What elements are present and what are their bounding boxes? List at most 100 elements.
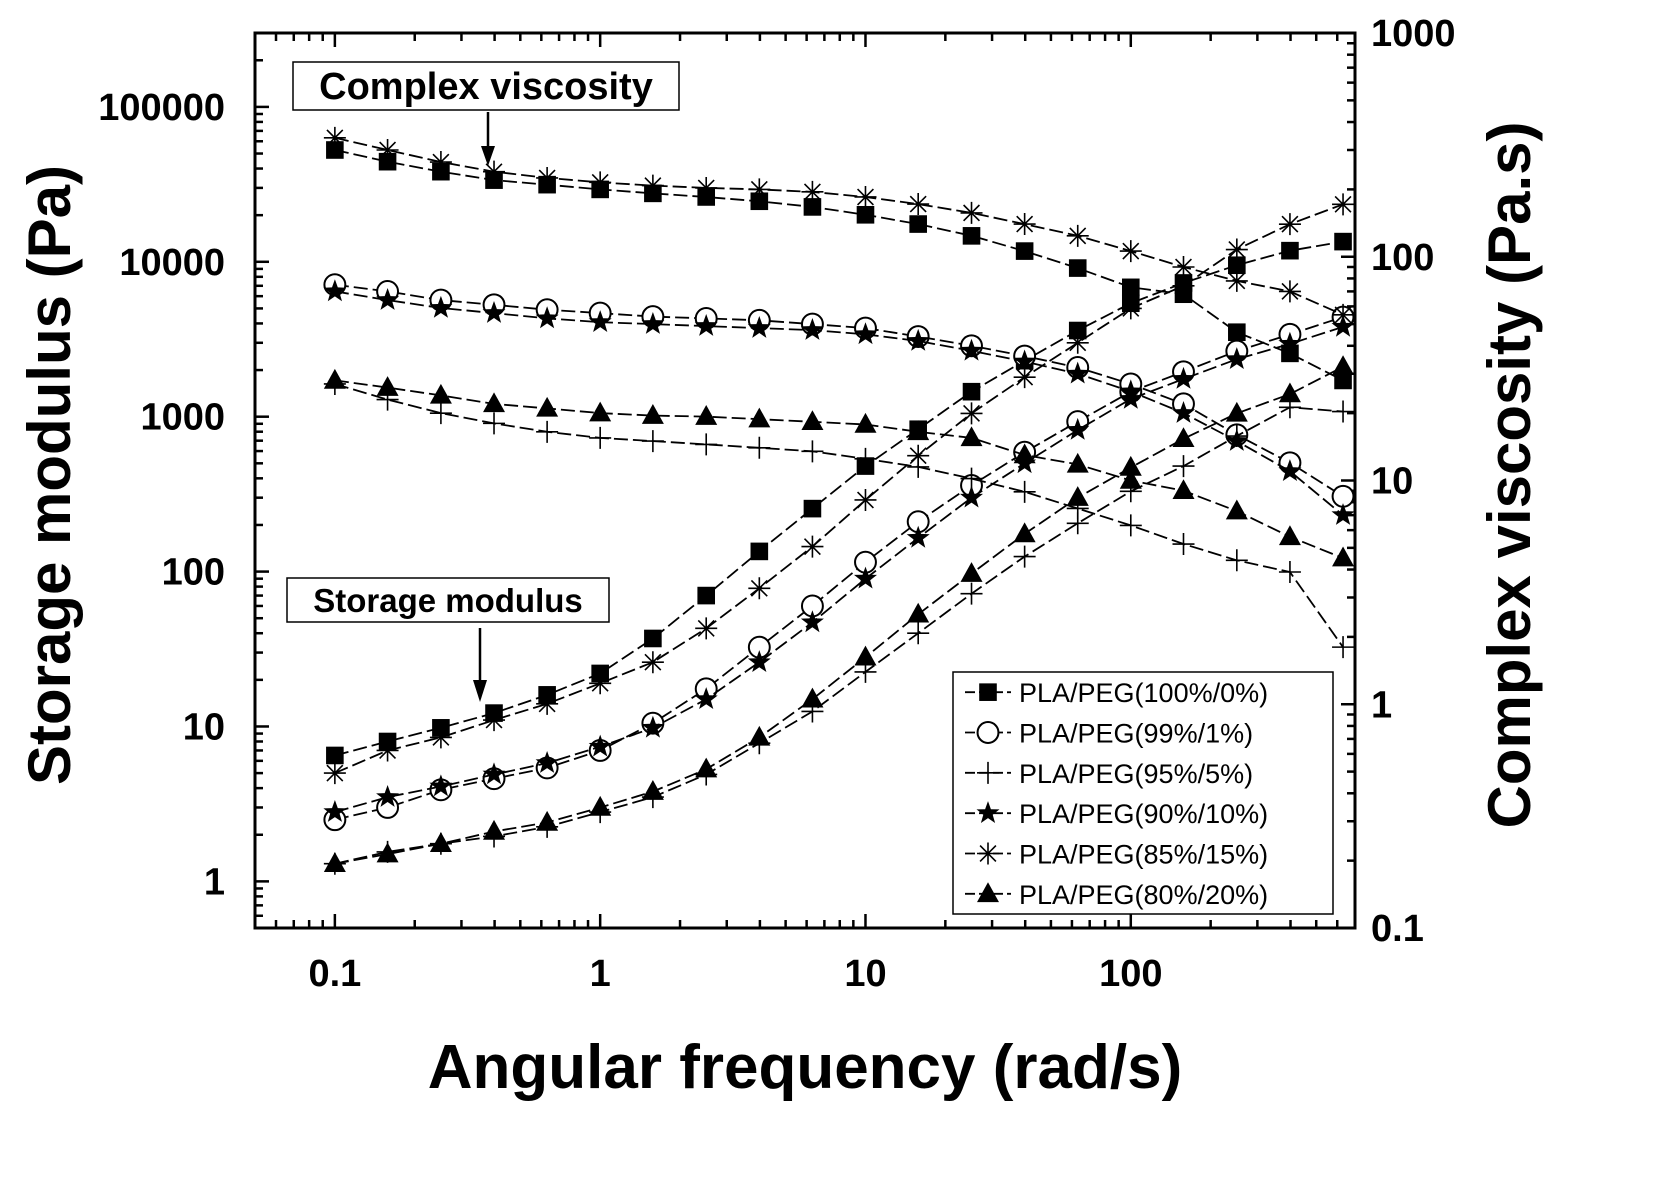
asterisk-marker-icon [429, 726, 452, 749]
star-marker-icon [588, 310, 612, 332]
square-marker-icon [803, 198, 822, 216]
triangle-marker-icon [323, 852, 346, 872]
asterisk-marker-icon [695, 617, 718, 640]
complex-viscosity-line [334, 379, 1344, 559]
legend-label: PLA/PEG(100%/0%) [1019, 678, 1268, 708]
star-marker-icon [854, 566, 877, 589]
data-point [483, 160, 506, 183]
triangle-marker-icon [483, 819, 506, 840]
x-axis: 0.1 1 10 100 [253, 33, 1357, 995]
data-point [1332, 193, 1355, 216]
data-point [909, 215, 927, 233]
triangle-marker-icon [1119, 468, 1142, 489]
triangle-marker-icon [1172, 427, 1195, 448]
star-marker-icon [800, 610, 824, 633]
square-marker-icon [644, 629, 662, 648]
series-layer [323, 126, 1355, 875]
data-point [747, 650, 771, 672]
triangle-marker-icon [641, 404, 664, 424]
data-point [378, 152, 397, 171]
square-marker-icon [750, 542, 769, 561]
data-point [1332, 303, 1355, 326]
complex-viscosity-line [334, 136, 1344, 316]
data-point [748, 436, 771, 459]
annotation-complex-viscosity: Complex viscosity [292, 61, 680, 166]
triangle-marker-icon [429, 832, 452, 852]
triangle-marker-icon [536, 396, 559, 417]
data-point [801, 535, 824, 558]
triangle-marker-icon [748, 407, 771, 428]
data-point [1068, 259, 1087, 277]
square-marker-icon [1068, 321, 1087, 340]
square-marker-icon [378, 152, 397, 171]
square-marker-icon [1281, 241, 1299, 260]
data-point [1066, 224, 1089, 247]
data-point [1013, 480, 1036, 503]
plus-marker-icon [960, 582, 983, 605]
data-point [854, 645, 877, 666]
data-point [1013, 213, 1036, 236]
triangle-marker-icon [1066, 486, 1089, 506]
star-marker-icon [1172, 401, 1195, 423]
data-point [588, 310, 612, 332]
data-point [907, 444, 930, 467]
star-marker-icon [429, 774, 453, 797]
asterisk-marker-icon [376, 138, 399, 161]
data-point [1225, 269, 1248, 292]
asterisk-marker-icon [1066, 331, 1089, 354]
data-point [1119, 514, 1142, 537]
data-point [907, 420, 930, 441]
triangle-marker-icon [1332, 355, 1355, 376]
data-point [976, 801, 1000, 823]
data-point [1013, 366, 1036, 389]
asterisk-marker-icon [801, 180, 824, 203]
legend-item: PLA/PEG(80%/20%) [965, 880, 1268, 910]
asterisk-marker-icon [854, 488, 877, 511]
data-point [1066, 452, 1089, 473]
asterisk-marker-icon [748, 577, 771, 600]
legend-label: PLA/PEG(90%/10%) [1019, 799, 1268, 829]
asterisk-marker-icon [1119, 240, 1142, 263]
data-point [854, 447, 877, 470]
data-point [906, 328, 930, 351]
data-point [1278, 280, 1301, 303]
triangle-marker-icon [589, 795, 612, 816]
asterisk-marker-icon [1278, 280, 1301, 303]
triangle-marker-icon [854, 645, 877, 666]
data-point [1119, 386, 1143, 409]
data-point [644, 629, 662, 648]
data-point [535, 751, 559, 773]
data-point [854, 488, 877, 511]
square-marker-icon [962, 227, 981, 245]
annotation-label: Complex viscosity [319, 66, 653, 108]
y-tick-label: 100000 [98, 87, 225, 129]
plus-marker-icon [589, 426, 612, 449]
square-marker-icon [1228, 256, 1246, 275]
data-point [697, 586, 716, 605]
star-marker-icon [1225, 347, 1249, 369]
data-point [750, 192, 769, 211]
data-point [1278, 459, 1302, 481]
complex-viscosity-line [334, 283, 1344, 498]
data-point [641, 174, 664, 197]
star-marker-icon [1331, 503, 1355, 525]
square-marker-icon [803, 499, 822, 518]
y2-tick-label: 1 [1371, 684, 1392, 726]
star-marker-icon [1013, 349, 1037, 372]
data-point [1013, 443, 1036, 464]
triangle-marker-icon [695, 405, 718, 425]
asterisk-marker-icon [960, 201, 983, 224]
annotation-label: Storage modulus [313, 582, 583, 619]
y2-tick-label: 0.1 [1371, 908, 1424, 950]
plus-marker-icon [748, 436, 771, 459]
data-point [695, 176, 718, 199]
data-point [1228, 323, 1246, 342]
triangle-marker-icon [1332, 546, 1355, 567]
data-point [1332, 546, 1355, 567]
star-marker-icon [854, 322, 877, 345]
triangle-marker-icon [376, 842, 399, 863]
triangle-marker-icon [801, 687, 824, 708]
star-marker-icon [429, 295, 453, 318]
data-point [1172, 479, 1195, 499]
y2-tick-label: 1000 [1371, 13, 1456, 55]
